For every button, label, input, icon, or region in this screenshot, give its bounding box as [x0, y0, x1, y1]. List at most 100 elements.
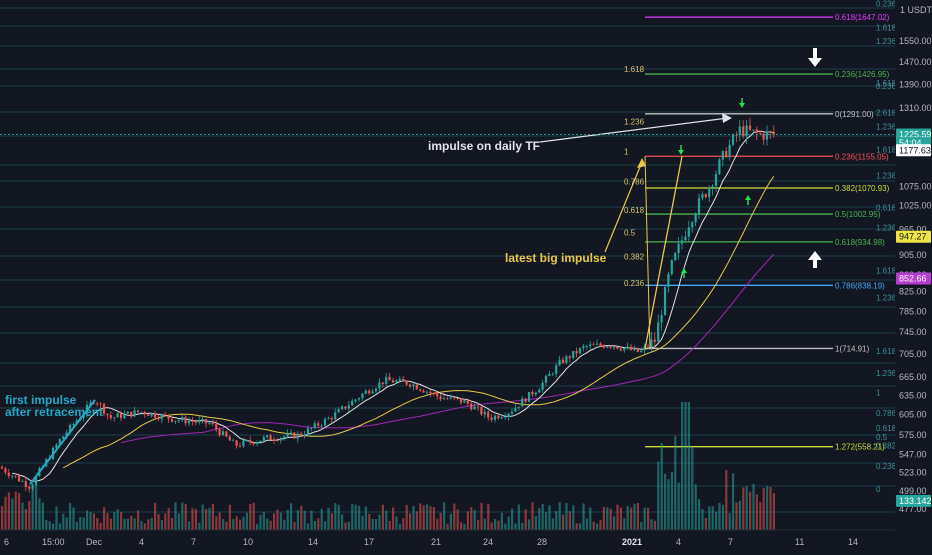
candle-body [687, 227, 690, 237]
candle-body [769, 131, 772, 133]
volume-bar [507, 516, 510, 530]
price-badge-label: 852.66 [899, 273, 927, 283]
candle-body [21, 481, 24, 482]
candle-body [119, 413, 123, 419]
candle-body [694, 214, 697, 223]
volume-bar [218, 512, 221, 530]
volume-bar [28, 500, 31, 530]
side-fib-label: 1.618 [876, 347, 897, 356]
candle-body [181, 417, 184, 421]
candle-body [289, 432, 293, 434]
price-badge [896, 144, 931, 157]
volume-bar [531, 502, 534, 530]
volume-bar [653, 520, 656, 530]
candle-body [347, 405, 350, 409]
candle-body [629, 346, 633, 350]
side-fib-label: 1.236 [876, 37, 897, 46]
time-tick-label: 15:00 [42, 537, 65, 547]
price-tick-label: 499.00 [899, 486, 927, 496]
candle-body [368, 390, 371, 394]
candle-body [432, 393, 435, 394]
volume-bar [504, 523, 507, 530]
volume-bar [480, 502, 483, 530]
candle-body [585, 346, 588, 347]
candle-body [412, 384, 415, 387]
time-tick-label: 7 [728, 537, 733, 547]
candle-body [24, 481, 27, 488]
volume-bar [313, 520, 316, 530]
candle-body [11, 475, 14, 477]
candle-body [306, 428, 310, 435]
white-arrow-line [539, 117, 729, 143]
volume-bar [551, 518, 554, 530]
volume-bar [456, 509, 459, 530]
price-tick-label: 905.00 [899, 250, 927, 260]
volume-bar [283, 519, 286, 530]
volume-bar [589, 507, 592, 530]
candle-body [225, 431, 228, 437]
candle-body [58, 439, 61, 445]
candle-body [408, 384, 412, 387]
fib-level-label: 1.272(558.21) [835, 443, 885, 452]
volume-bar [487, 504, 490, 530]
side-fib-label: 0.786 [876, 409, 897, 418]
volume-bar [126, 518, 129, 530]
volume-bar [402, 518, 405, 530]
candle-body [96, 403, 99, 405]
time-axis-panel[interactable] [0, 530, 932, 550]
volume-bar [245, 512, 248, 530]
candle-body [568, 356, 571, 359]
side-fib-label: 2.618 [876, 109, 897, 118]
candle-body [320, 425, 323, 427]
candle-body [136, 410, 140, 412]
volume-bar [123, 518, 126, 530]
volume-bar [262, 512, 265, 530]
fib-level-label: 1(714.91) [835, 344, 870, 353]
volume-bar [392, 507, 395, 530]
candle-body [609, 346, 612, 348]
candle-body [211, 422, 214, 425]
candle-body [398, 378, 401, 381]
candle-body [164, 414, 167, 416]
candle-body [640, 350, 643, 352]
volume-bar [732, 473, 735, 530]
volume-bar [490, 522, 493, 530]
volume-bar [521, 522, 524, 530]
candle-body [592, 344, 595, 346]
volume-bar [266, 518, 269, 530]
volume-bar [198, 522, 201, 530]
volume-bar [667, 479, 670, 530]
candle-body [286, 433, 289, 437]
candle-body [657, 322, 660, 342]
volume-bar [324, 521, 327, 530]
candle-body [575, 350, 578, 354]
candle-body [487, 411, 490, 418]
candle-body [551, 373, 554, 375]
time-tick-label: Dec [86, 537, 103, 547]
volume-bar [69, 503, 72, 530]
big-down-arrow [808, 58, 822, 67]
candle-body [517, 406, 520, 408]
candle-body [660, 315, 663, 323]
candle-body [170, 418, 174, 422]
candle-body [555, 365, 558, 374]
volume-bar [375, 519, 378, 530]
candle-body [670, 260, 673, 274]
volume-bar [103, 507, 106, 530]
candle-body [565, 356, 568, 363]
volume-bar [742, 487, 745, 530]
candle-body [385, 376, 388, 384]
candle-body [473, 406, 476, 410]
volume-bar [371, 518, 374, 530]
candle-body [595, 343, 599, 345]
volume-bar [558, 502, 561, 530]
volume-bar [109, 518, 112, 530]
candle-body [4, 468, 7, 473]
annotation-first-impulse: first impulse [5, 393, 77, 407]
time-tick-label: 11 [795, 537, 804, 547]
candle-body [221, 431, 225, 436]
candle-body [415, 384, 418, 390]
volume-bar [470, 507, 473, 530]
